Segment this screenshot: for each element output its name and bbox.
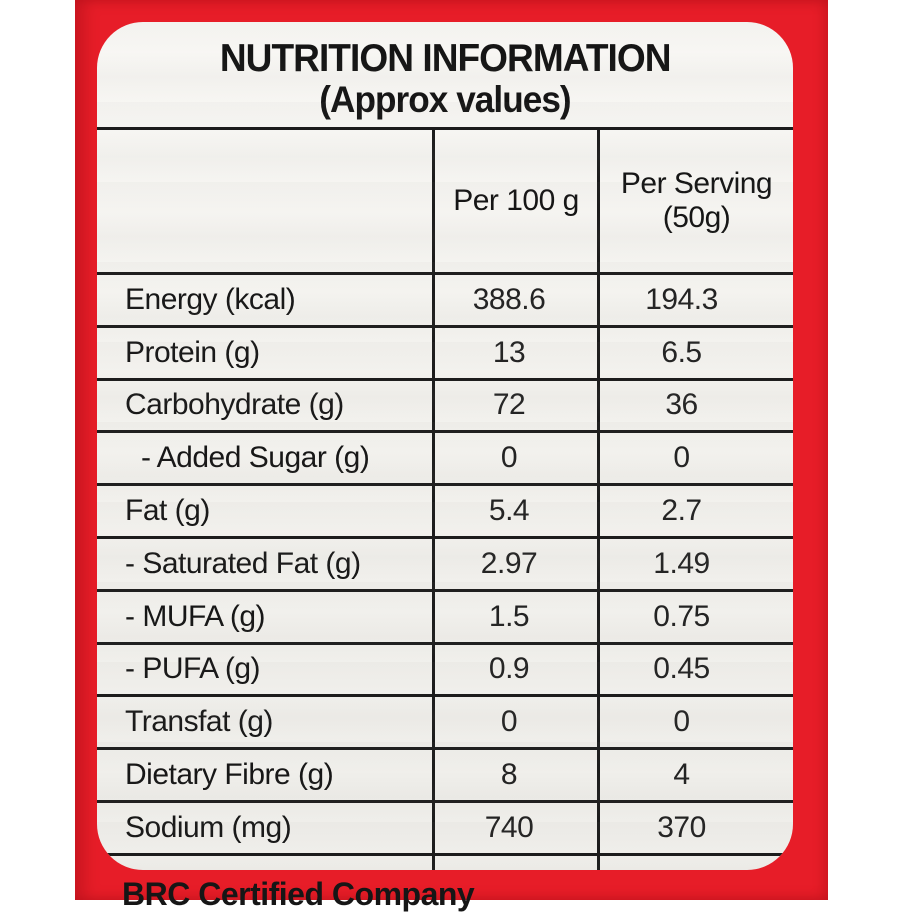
per-serving-value: 0 bbox=[597, 433, 793, 484]
per-serving-value: 1.49 bbox=[597, 538, 793, 589]
table-row-protein: Protein (g) 13 6.5 bbox=[97, 324, 793, 378]
empty-cell bbox=[97, 856, 432, 870]
nutrient-label: Fat (g) bbox=[125, 494, 210, 528]
table-row-saturated-fat: - Saturated Fat (g) 2.97 1.49 bbox=[97, 535, 793, 589]
header-empty-cell bbox=[97, 130, 432, 272]
empty-cell bbox=[597, 855, 793, 870]
panel-header: NUTRITION INFORMATION (Approx values) bbox=[97, 22, 793, 127]
nutrient-label: Carbohydrate (g) bbox=[125, 388, 344, 422]
per-serving-value: 6.5 bbox=[597, 327, 793, 378]
nutrition-panel: NUTRITION INFORMATION (Approx values) Pe… bbox=[97, 22, 793, 870]
per-serving-value: 194.3 bbox=[597, 275, 793, 325]
per-100g-value: 1.5 bbox=[432, 591, 597, 642]
table-row-mufa: - MUFA (g) 1.5 0.75 bbox=[97, 588, 793, 642]
nutrient-label: - PUFA (g) bbox=[125, 652, 261, 686]
per-serving-value: 0 bbox=[597, 697, 793, 748]
column-header-per-serving: Per Serving (50g) bbox=[597, 130, 793, 272]
per-serving-label-line1: Per Serving bbox=[620, 166, 773, 200]
table-empty-row bbox=[97, 852, 793, 870]
per-100g-value: 0.9 bbox=[432, 644, 597, 695]
per-serving-value: 0.45 bbox=[597, 644, 793, 695]
per-100g-value: 2.97 bbox=[432, 538, 597, 589]
nutrient-label: Energy (kcal) bbox=[125, 282, 296, 316]
nutrient-label: - Saturated Fat (g) bbox=[125, 546, 361, 580]
empty-cell bbox=[432, 855, 597, 870]
certification-text: BRC Certified Company bbox=[122, 876, 475, 912]
per-serving-value: 2.7 bbox=[597, 486, 793, 536]
per-100g-value: 8 bbox=[432, 750, 597, 800]
nutrient-label: Dietary Fibre (g) bbox=[125, 758, 334, 792]
per-100g-value: 72 bbox=[432, 380, 597, 431]
nutrient-label: - Added Sugar (g) bbox=[141, 441, 370, 475]
per-serving-value: 0.75 bbox=[597, 591, 793, 642]
panel-subtitle: (Approx values) bbox=[319, 79, 571, 121]
table-row-carbohydrate: Carbohydrate (g) 72 36 bbox=[97, 377, 793, 431]
per-100g-value: 0 bbox=[432, 433, 597, 484]
per-serving-value: 370 bbox=[597, 802, 793, 853]
nutrition-table: Per 100 g Per Serving (50g) Energy (kcal… bbox=[97, 127, 793, 870]
package-background: NUTRITION INFORMATION (Approx values) Pe… bbox=[75, 0, 828, 900]
table-row-fat: Fat (g) 5.4 2.7 bbox=[97, 483, 793, 536]
column-header-per-100g: Per 100 g bbox=[432, 130, 597, 272]
per-100g-label: Per 100 g bbox=[453, 183, 579, 217]
per-100g-value: 5.4 bbox=[432, 486, 597, 536]
per-100g-value: 0 bbox=[432, 697, 597, 748]
table-header-row: Per 100 g Per Serving (50g) bbox=[97, 127, 793, 272]
per-100g-value: 13 bbox=[432, 327, 597, 378]
per-100g-value: 740 bbox=[432, 802, 597, 853]
per-serving-value: 36 bbox=[597, 380, 793, 431]
nutrient-label: Transfat (g) bbox=[125, 705, 273, 739]
table-row-pufa: - PUFA (g) 0.9 0.45 bbox=[97, 641, 793, 695]
table-row-dietary-fibre: Dietary Fibre (g) 8 4 bbox=[97, 747, 793, 800]
per-serving-label-line2: (50g) bbox=[662, 201, 731, 234]
nutrient-label: - MUFA (g) bbox=[125, 599, 266, 633]
table-row-sodium: Sodium (mg) 740 370 bbox=[97, 799, 793, 853]
nutrient-label: Protein (g) bbox=[125, 335, 260, 369]
panel-title: NUTRITION INFORMATION bbox=[219, 37, 672, 80]
table-row-transfat: Transfat (g) 0 0 bbox=[97, 694, 793, 748]
table-row-added-sugar: - Added Sugar (g) 0 0 bbox=[97, 430, 793, 484]
per-serving-value: 4 bbox=[597, 750, 793, 800]
nutrient-label: Sodium (mg) bbox=[125, 810, 292, 844]
per-100g-value: 388.6 bbox=[432, 275, 597, 325]
table-row-energy: Energy (kcal) 388.6 194.3 bbox=[97, 272, 793, 325]
